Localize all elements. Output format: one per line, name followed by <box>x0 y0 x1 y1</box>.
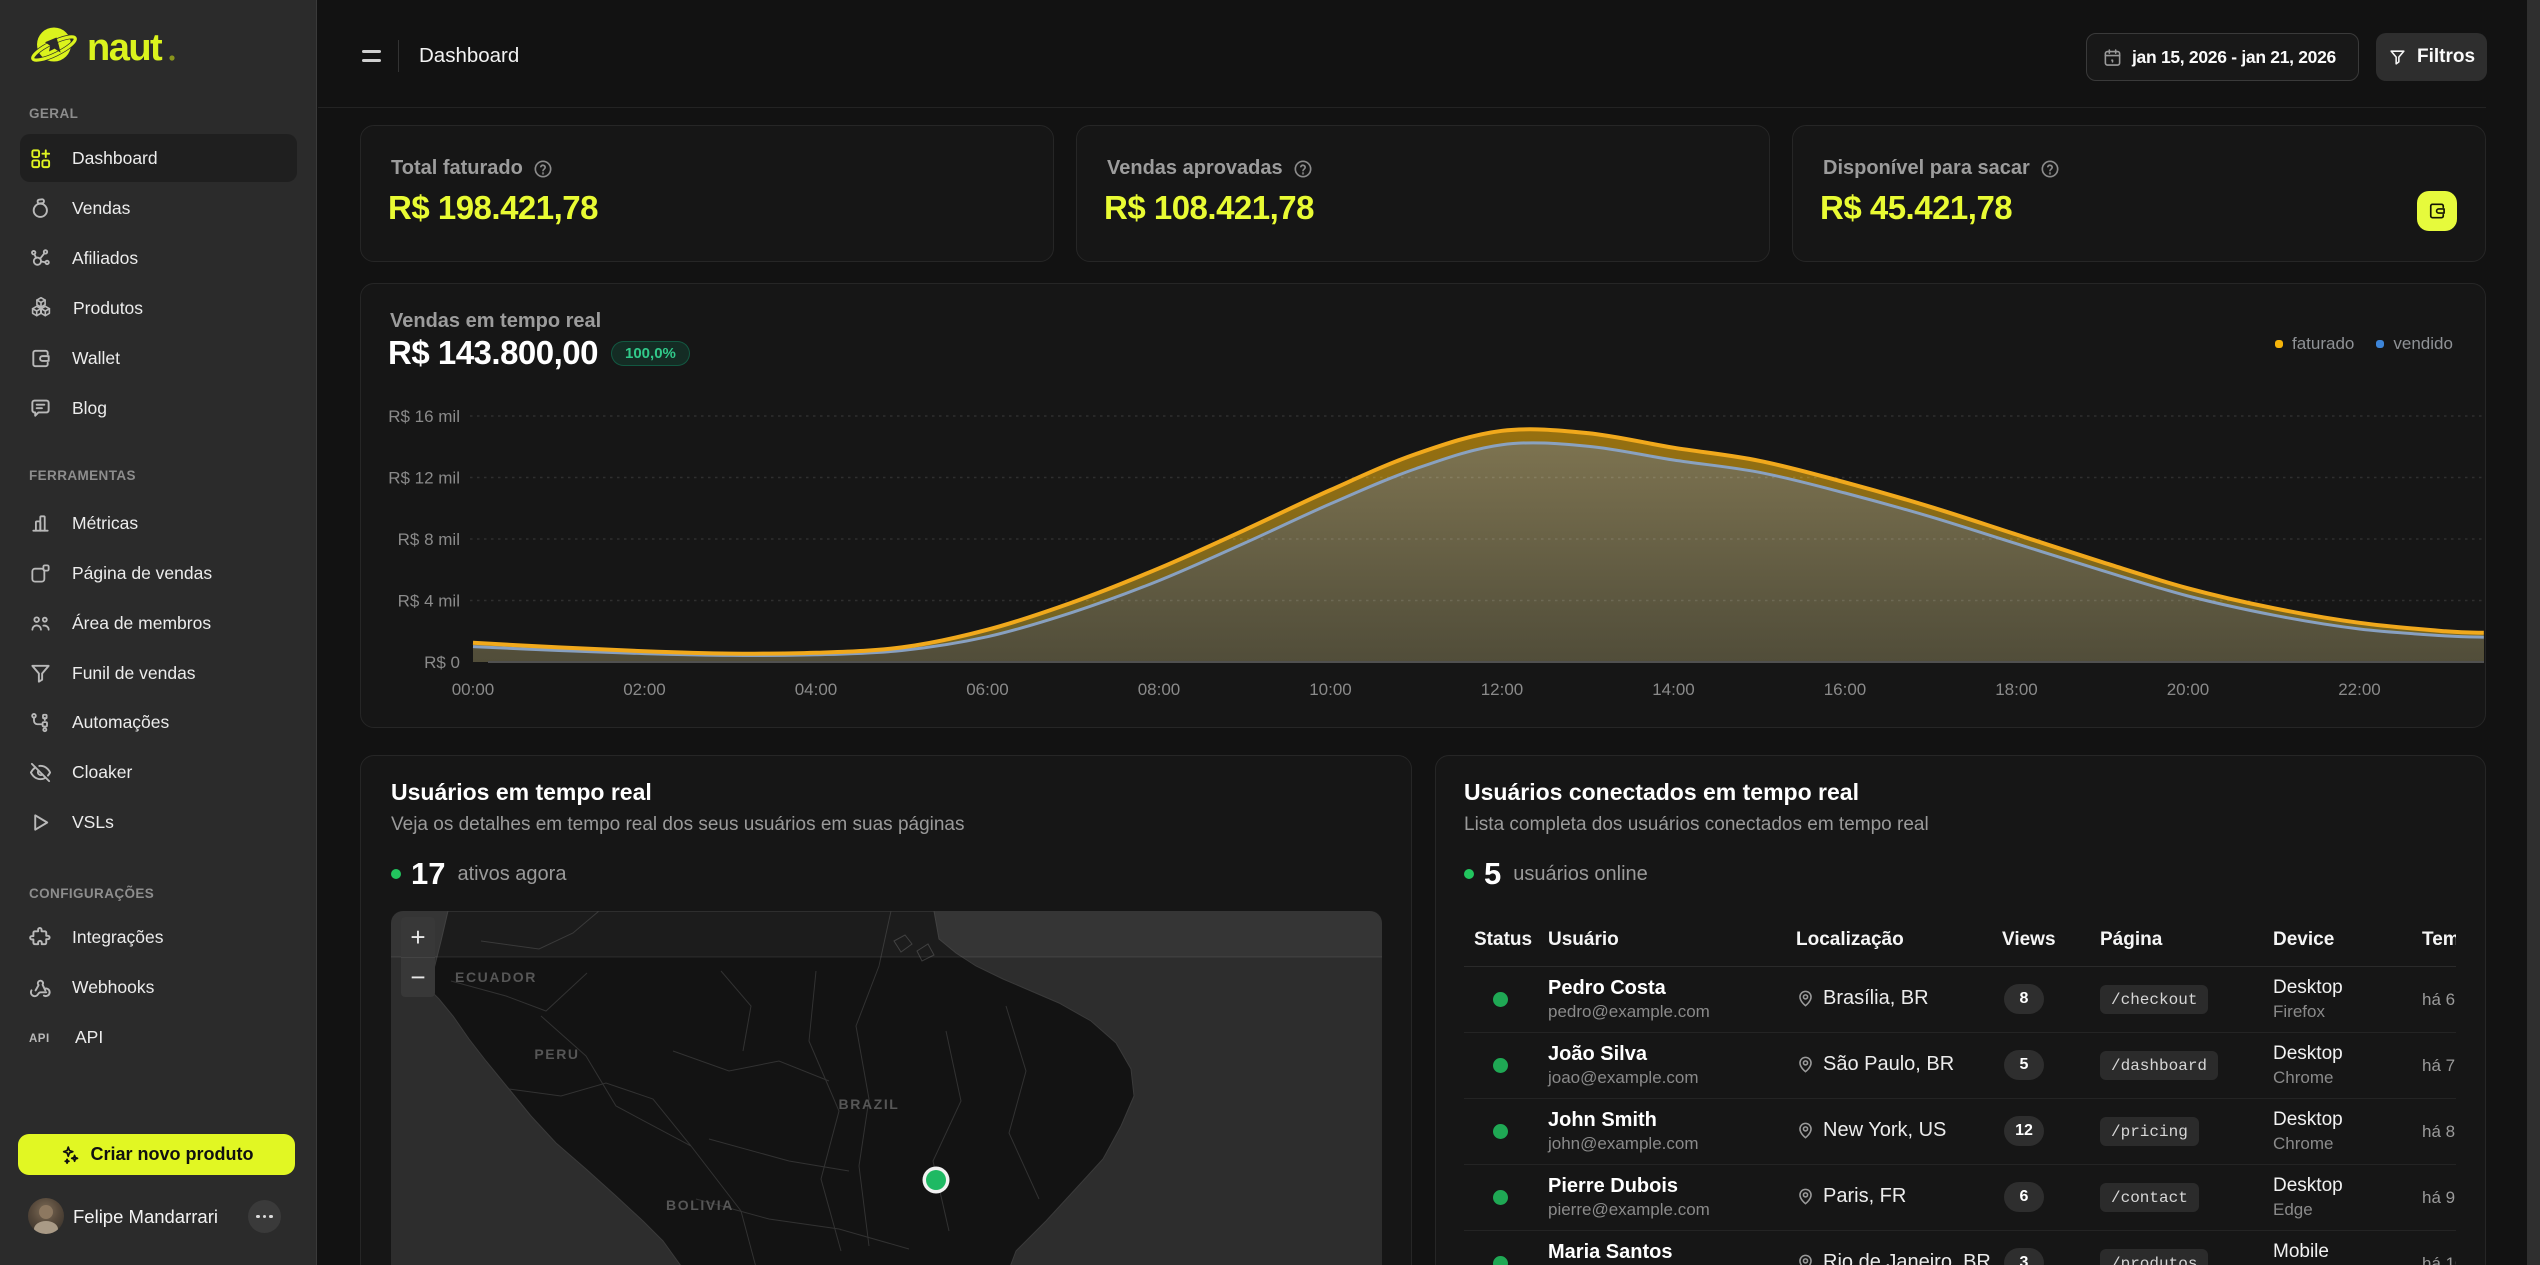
svg-text:04:00: 04:00 <box>795 680 838 699</box>
svg-text:18:00: 18:00 <box>1995 680 2038 699</box>
svg-text:BOLIVIA: BOLIVIA <box>666 1197 734 1213</box>
svg-text:R$ 4 mil: R$ 4 mil <box>398 592 460 611</box>
svg-text:ECUADOR: ECUADOR <box>455 969 537 985</box>
svg-text:PERU: PERU <box>534 1046 579 1062</box>
svg-text:10:00: 10:00 <box>1309 680 1352 699</box>
svg-text:16:00: 16:00 <box>1824 680 1867 699</box>
svg-text:08:00: 08:00 <box>1138 680 1181 699</box>
svg-text:BRAZIL: BRAZIL <box>839 1096 900 1112</box>
svg-text:20:00: 20:00 <box>2167 680 2210 699</box>
svg-text:22:00: 22:00 <box>2338 680 2381 699</box>
svg-text:R$ 12 mil: R$ 12 mil <box>388 469 460 488</box>
svg-text:R$ 0: R$ 0 <box>424 653 460 672</box>
svg-text:02:00: 02:00 <box>623 680 666 699</box>
svg-text:14:00: 14:00 <box>1652 680 1695 699</box>
svg-text:R$ 16 mil: R$ 16 mil <box>388 407 460 426</box>
svg-text:API: API <box>29 1033 50 1045</box>
svg-text:naut: naut <box>87 27 163 69</box>
svg-text:06:00: 06:00 <box>966 680 1009 699</box>
svg-text:12:00: 12:00 <box>1481 680 1524 699</box>
svg-text:R$ 8 mil: R$ 8 mil <box>398 530 460 549</box>
svg-text:00:00: 00:00 <box>452 680 495 699</box>
